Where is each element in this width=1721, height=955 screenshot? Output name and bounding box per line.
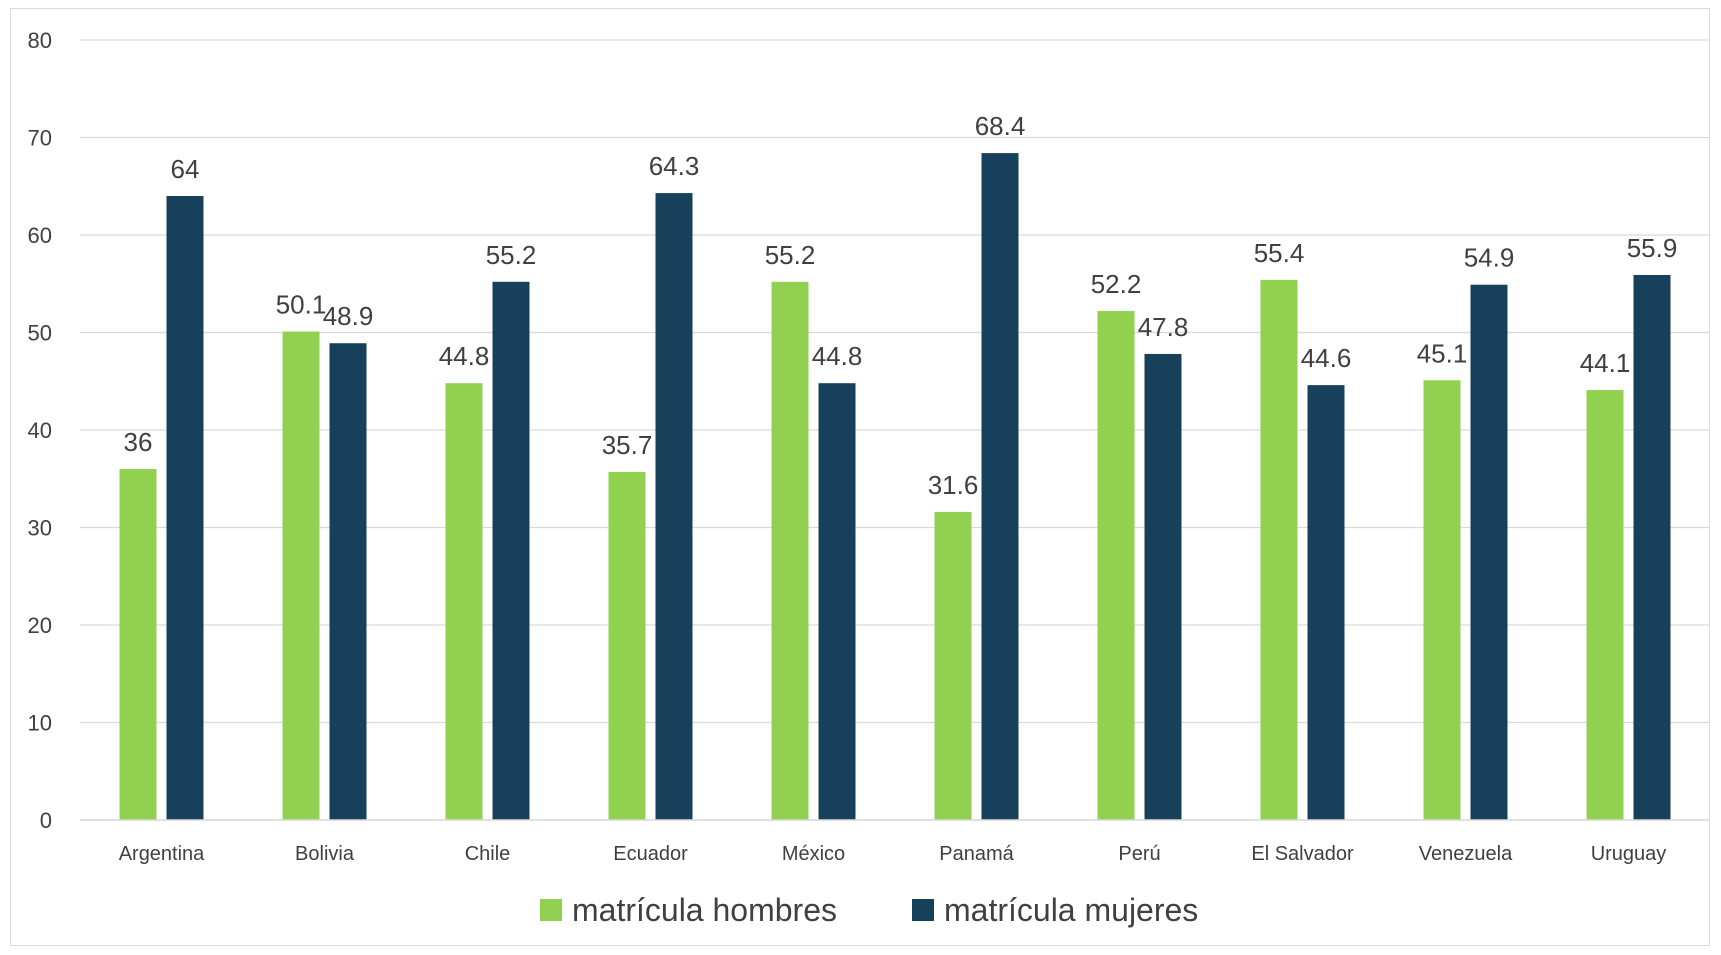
bar-hombres bbox=[1097, 311, 1135, 820]
bar-hombres bbox=[119, 469, 157, 820]
data-label-mujeres: 64.3 bbox=[649, 151, 700, 181]
bar-hombres bbox=[934, 511, 972, 820]
x-tick-label: Bolivia bbox=[295, 843, 355, 865]
bar-mujeres bbox=[818, 383, 856, 820]
bar-mujeres bbox=[492, 281, 530, 820]
data-label-mujeres: 68.4 bbox=[975, 111, 1026, 141]
bar-mujeres bbox=[1633, 274, 1671, 821]
y-tick-label: 40 bbox=[28, 418, 52, 443]
legend-label-hombres: matrícula hombres bbox=[572, 892, 837, 928]
data-label-mujeres: 54.9 bbox=[1464, 243, 1515, 273]
data-label-hombres: 55.4 bbox=[1254, 238, 1305, 268]
bar-mujeres bbox=[1470, 284, 1508, 821]
bar-hombres bbox=[282, 331, 320, 820]
data-label-mujeres: 44.6 bbox=[1301, 343, 1352, 373]
data-label-hombres: 50.1 bbox=[276, 290, 327, 320]
legend-swatch-hombres bbox=[540, 899, 562, 921]
bar-mujeres bbox=[329, 343, 367, 820]
bar-hombres bbox=[771, 281, 809, 820]
data-label-mujeres: 64 bbox=[171, 154, 200, 184]
data-label-hombres: 35.7 bbox=[602, 430, 653, 460]
x-tick-label: Venezuela bbox=[1419, 843, 1513, 865]
x-tick-label: Uruguay bbox=[1591, 843, 1667, 865]
bar-mujeres bbox=[655, 193, 693, 820]
y-tick-label: 0 bbox=[40, 808, 52, 833]
bar-hombres bbox=[1260, 279, 1298, 821]
y-tick-label: 70 bbox=[28, 126, 52, 151]
x-tick-label: Panamá bbox=[939, 843, 1014, 865]
data-label-hombres: 52.2 bbox=[1091, 269, 1142, 299]
data-label-hombres: 36 bbox=[124, 427, 153, 457]
bar-hombres bbox=[608, 471, 646, 820]
data-label-mujeres: 55.9 bbox=[1627, 233, 1678, 263]
data-label-mujeres: 55.2 bbox=[486, 240, 537, 270]
data-label-hombres: 55.2 bbox=[765, 240, 816, 270]
data-label-hombres: 45.1 bbox=[1417, 338, 1468, 368]
data-label-hombres: 44.1 bbox=[1580, 348, 1631, 378]
bar-mujeres bbox=[166, 196, 204, 820]
x-tick-label: México bbox=[782, 843, 845, 865]
y-tick-label: 30 bbox=[28, 516, 52, 541]
bar-hombres bbox=[1423, 380, 1461, 820]
x-tick-label: Perú bbox=[1118, 843, 1160, 865]
bar-mujeres bbox=[1307, 385, 1345, 820]
bar-hombres bbox=[1586, 390, 1624, 820]
legend-swatch-mujeres bbox=[912, 899, 934, 921]
x-tick-label: Ecuador bbox=[613, 843, 688, 865]
y-tick-label: 20 bbox=[28, 613, 52, 638]
legend-label-mujeres: matrícula mujeres bbox=[944, 892, 1198, 928]
data-label-hombres: 31.6 bbox=[928, 470, 979, 500]
x-tick-label: Chile bbox=[465, 843, 511, 865]
bar-mujeres bbox=[981, 153, 1019, 821]
data-label-mujeres: 44.8 bbox=[812, 341, 863, 371]
bar-mujeres bbox=[1144, 353, 1182, 820]
data-label-hombres: 44.8 bbox=[439, 341, 490, 371]
data-label-mujeres: 48.9 bbox=[323, 301, 374, 331]
y-tick-label: 10 bbox=[28, 711, 52, 736]
y-tick-label: 80 bbox=[28, 28, 52, 53]
bar-hombres bbox=[445, 383, 483, 820]
y-tick-label: 50 bbox=[28, 321, 52, 346]
x-tick-label: Argentina bbox=[119, 843, 205, 865]
data-label-mujeres: 47.8 bbox=[1138, 312, 1189, 342]
x-tick-label: El Salvador bbox=[1251, 843, 1354, 865]
y-tick-label: 60 bbox=[28, 223, 52, 248]
